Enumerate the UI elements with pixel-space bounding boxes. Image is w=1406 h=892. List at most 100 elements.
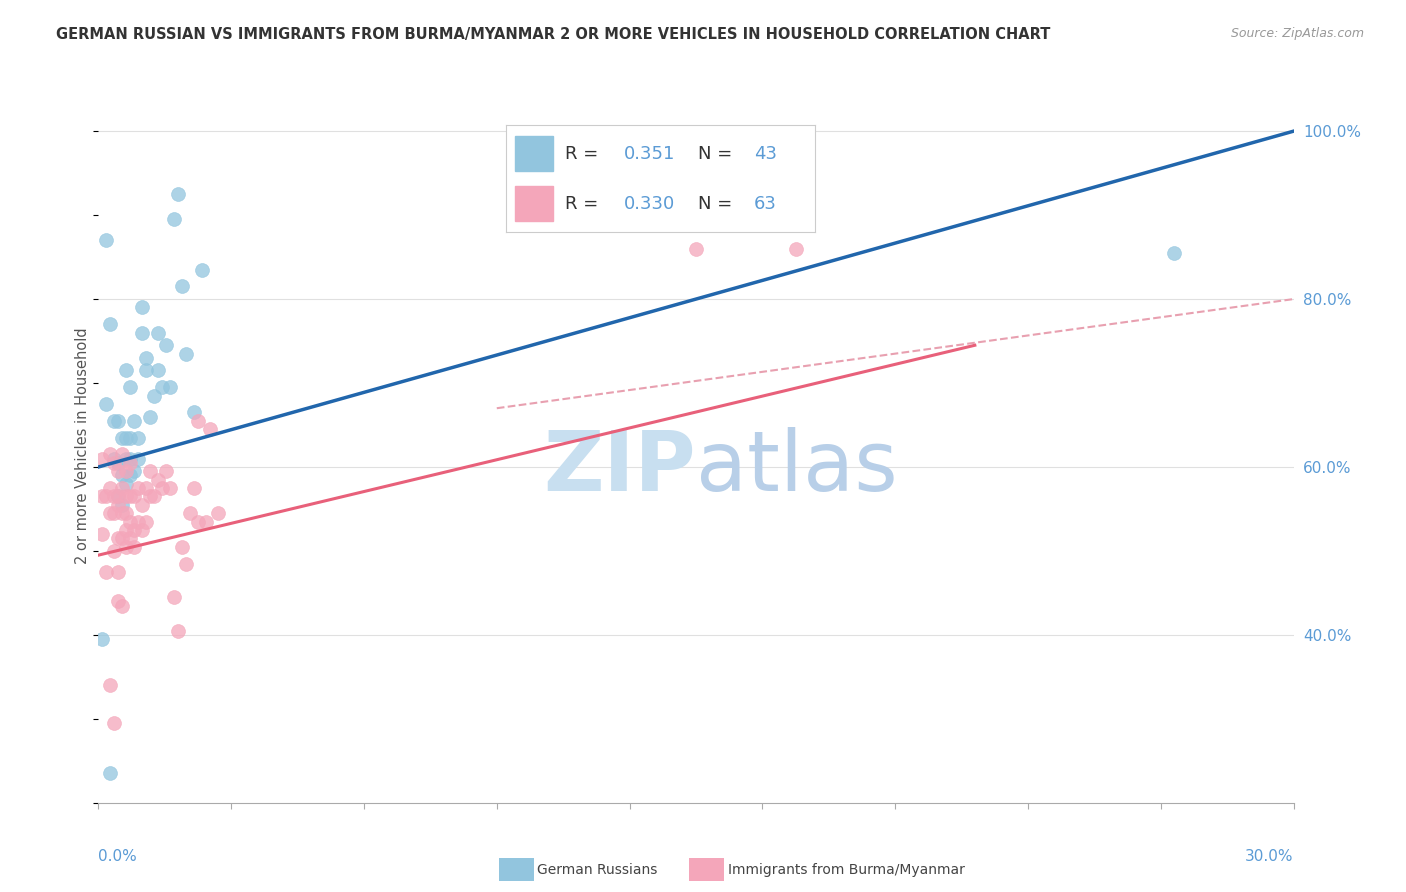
Point — [183, 405, 205, 419]
Point — [100, 318, 122, 332]
Point — [139, 489, 162, 503]
Point — [127, 451, 149, 466]
Point — [111, 431, 134, 445]
Point — [107, 594, 129, 608]
Point — [685, 242, 707, 256]
Text: 63: 63 — [754, 195, 776, 213]
Text: Immigrants from Burma/Myanmar: Immigrants from Burma/Myanmar — [728, 863, 965, 877]
Y-axis label: 2 or more Vehicles in Household: 2 or more Vehicles in Household — [75, 327, 90, 565]
Point — [91, 527, 114, 541]
Point — [191, 262, 214, 277]
Point — [148, 473, 170, 487]
Point — [111, 506, 134, 520]
Point — [107, 456, 129, 470]
Point — [148, 326, 170, 340]
Point — [174, 346, 197, 360]
Point — [100, 766, 122, 780]
Point — [183, 481, 205, 495]
Point — [127, 481, 149, 495]
Point — [120, 380, 142, 394]
Point — [124, 464, 146, 478]
Point — [131, 326, 153, 340]
Point — [103, 716, 125, 731]
Point — [155, 464, 177, 478]
Point — [103, 451, 125, 466]
Text: R =: R = — [565, 195, 605, 213]
Text: N =: N = — [697, 195, 738, 213]
Point — [111, 498, 134, 512]
Point — [91, 489, 114, 503]
Point — [159, 481, 181, 495]
Point — [1163, 246, 1185, 260]
Point — [115, 464, 138, 478]
Text: Source: ZipAtlas.com: Source: ZipAtlas.com — [1230, 27, 1364, 40]
Point — [115, 431, 138, 445]
Text: R =: R = — [565, 145, 605, 162]
Point — [103, 456, 125, 470]
Point — [115, 489, 138, 503]
Text: 0.351: 0.351 — [624, 145, 675, 162]
Point — [127, 515, 149, 529]
Point — [163, 212, 186, 227]
Text: German Russians: German Russians — [537, 863, 658, 877]
Point — [172, 540, 194, 554]
Point — [111, 481, 134, 495]
Point — [131, 498, 153, 512]
Point — [107, 464, 129, 478]
Point — [111, 447, 134, 461]
Point — [96, 489, 118, 503]
Point — [124, 414, 146, 428]
Point — [111, 599, 134, 613]
Point — [124, 540, 146, 554]
Point — [174, 557, 197, 571]
Text: 43: 43 — [754, 145, 776, 162]
Point — [187, 515, 209, 529]
Point — [107, 489, 129, 503]
Point — [100, 481, 122, 495]
Text: ZIP: ZIP — [544, 427, 696, 508]
Point — [115, 523, 138, 537]
Point — [163, 590, 186, 604]
Point — [120, 456, 142, 470]
Point — [135, 363, 157, 377]
Text: GERMAN RUSSIAN VS IMMIGRANTS FROM BURMA/MYANMAR 2 OR MORE VEHICLES IN HOUSEHOLD : GERMAN RUSSIAN VS IMMIGRANTS FROM BURMA/… — [56, 27, 1050, 42]
Point — [124, 523, 146, 537]
Point — [107, 565, 129, 579]
Point — [143, 389, 166, 403]
Point — [96, 233, 118, 247]
Point — [103, 544, 125, 558]
Text: N =: N = — [697, 145, 738, 162]
Point — [124, 489, 146, 503]
Point — [139, 409, 162, 424]
Point — [91, 632, 114, 646]
FancyBboxPatch shape — [516, 186, 553, 221]
Point — [100, 447, 122, 461]
Point — [107, 498, 129, 512]
Point — [115, 363, 138, 377]
FancyBboxPatch shape — [516, 136, 553, 171]
Point — [195, 515, 218, 529]
Point — [127, 431, 149, 445]
Point — [150, 380, 173, 394]
Point — [115, 451, 138, 466]
Point — [115, 506, 138, 520]
Point — [115, 540, 138, 554]
Point — [131, 301, 153, 315]
Point — [103, 414, 125, 428]
Point — [155, 338, 177, 352]
Text: atlas: atlas — [696, 427, 897, 508]
Point — [107, 414, 129, 428]
Point — [120, 468, 142, 483]
Point — [91, 451, 114, 466]
Point — [187, 414, 209, 428]
Point — [103, 489, 125, 503]
Point — [785, 242, 807, 256]
Point — [103, 506, 125, 520]
Point — [172, 279, 194, 293]
Point — [148, 363, 170, 377]
Point — [115, 476, 138, 491]
Point — [167, 187, 190, 202]
Point — [120, 431, 142, 445]
Point — [100, 678, 122, 692]
Text: 0.0%: 0.0% — [98, 849, 138, 864]
